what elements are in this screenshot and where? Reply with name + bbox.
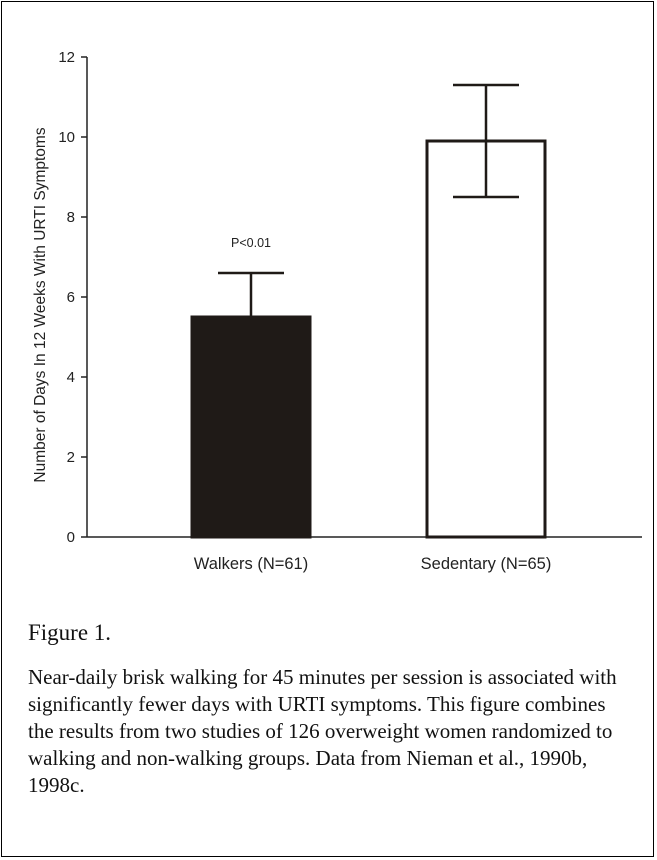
y-tick-label: 6 bbox=[67, 289, 75, 306]
x-category-label: Walkers (N=61) bbox=[194, 555, 308, 573]
y-tick-label: 2 bbox=[67, 449, 75, 466]
bar bbox=[425, 139, 547, 539]
bar-chart: 0 2 4 6 8 10 12 Number of Days In 12 Weeks With… bbox=[32, 49, 642, 573]
figure-caption: Near-daily brisk walking for 45 minutes … bbox=[28, 665, 617, 797]
y-tick-label: 4 bbox=[67, 369, 75, 386]
significance-annotation: P<0.01 bbox=[231, 236, 271, 250]
y-tick-label: 12 bbox=[58, 49, 75, 66]
y-tick-label: 0 bbox=[67, 529, 75, 546]
y-tick-label: 10 bbox=[58, 129, 75, 146]
y-axis-title: Number of Days In 12 Weeks With URTI Sym… bbox=[32, 127, 49, 482]
x-category-label: Sedentary (N=65) bbox=[421, 555, 552, 573]
bar bbox=[190, 315, 312, 539]
y-tick-label: 8 bbox=[67, 209, 75, 226]
figure-label: Figure 1. bbox=[28, 620, 112, 645]
